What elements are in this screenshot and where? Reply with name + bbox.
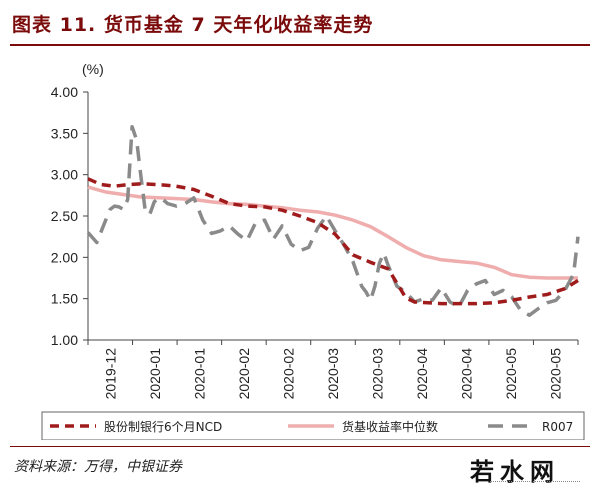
footer-divider	[10, 446, 590, 447]
watermark-underline	[490, 481, 580, 486]
title-divider	[10, 44, 590, 46]
y-axis-unit-label: (%)	[82, 61, 104, 77]
x-tick-label: 2020-03	[370, 348, 386, 400]
x-tick-label: 2019-12	[102, 348, 118, 400]
series-line-ncd	[87, 177, 579, 306]
x-tick-label: 2020-05	[548, 348, 564, 400]
x-tick-label: 2020-02	[236, 348, 252, 400]
y-tick-label: 4.00	[51, 84, 78, 100]
x-tick-label: 2020-01	[147, 348, 163, 400]
y-tick-label: 2.00	[51, 249, 78, 265]
y-tick-label: 1.50	[51, 291, 78, 307]
chart-legend: 股份制银行6个月NCD 货基收益率中位数 R007	[41, 411, 585, 440]
y-tick-label: 1.00	[51, 332, 78, 348]
y-tick-label: 2.50	[51, 208, 78, 224]
legend-frame	[41, 411, 585, 440]
source-note: 资料来源：万得，中银证券	[14, 459, 182, 475]
x-tick-label: 2020-04	[459, 348, 475, 400]
line-chart: (%) 1.00 1.50 2.00 2.50 3.00 3.50 4.00 2019-12 2…	[41, 61, 585, 440]
x-tick-label: 2020-04	[414, 348, 430, 400]
x-tick-label: 2020-05	[503, 348, 519, 400]
x-tick-label: 2020-02	[280, 348, 296, 400]
y-tick-label: 3.00	[51, 167, 78, 183]
series-layer	[86, 124, 580, 317]
figure-title: 图表 11. 货币基金 7 天年化收益率走势	[12, 14, 374, 36]
chart-axes: 1.00 1.50 2.00 2.50 3.00 3.50 4.00 2019-12 2020-…	[51, 84, 579, 400]
y-tick-label: 3.50	[51, 125, 78, 141]
legend-label-ncd: 股份制银行6个月NCD	[104, 420, 222, 434]
series-line-median	[87, 185, 578, 280]
x-tick-label: 2020-03	[325, 348, 341, 400]
x-tick-label: 2020-01	[191, 348, 207, 400]
series-line-r007	[86, 124, 580, 317]
legend-label-median: 货基收益率中位数	[342, 419, 438, 434]
legend-label-r007: R007	[542, 420, 573, 434]
